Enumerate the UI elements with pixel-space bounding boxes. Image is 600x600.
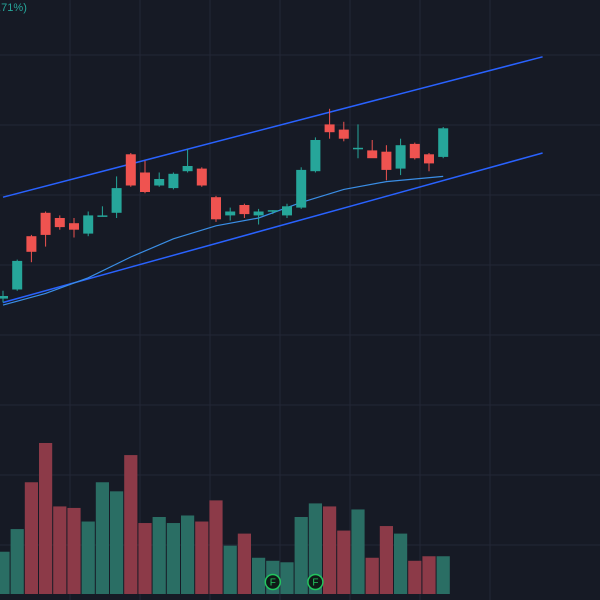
candle-body [225,211,236,216]
candle-body [0,296,8,299]
volume-bar [422,556,436,594]
volume-bar [209,500,223,594]
candles [0,108,449,303]
volume-bar [223,545,237,594]
candle-body [438,128,449,157]
candle-body [182,166,193,172]
candle-body [12,260,23,290]
candle-body [296,169,307,208]
volume-bar [138,523,152,594]
candle-body [409,143,420,159]
volume-bar [337,530,351,594]
moving-average-line [2,175,444,306]
candle-body [395,145,406,169]
volume-bar [53,506,67,594]
volume-bar [294,516,308,594]
volume-bar [152,516,166,594]
volume-bar [408,560,422,594]
candle-body [239,205,250,215]
candle-body [253,211,264,216]
candle-body [140,172,150,192]
candle-body [381,151,392,170]
candle-body [97,215,108,217]
candle-body [40,212,51,235]
candle-body [267,210,278,212]
volume-bar [252,557,266,594]
candle-body [310,140,321,172]
event-marker-label: F [270,578,276,589]
volume-bar [308,503,322,594]
volume-bar [39,443,53,594]
volume-bar [436,556,450,594]
candle-body [154,179,165,186]
candle-body [69,223,79,230]
candle-body [26,236,37,252]
volume-bar [323,506,337,594]
channel-upper-line [2,56,543,198]
volume-bar [237,533,251,594]
volume-bar [10,529,24,594]
event-marker-label: F [312,578,318,589]
volume-bar [124,455,138,594]
candle-body [83,215,94,234]
volume-bar [0,551,10,594]
candle-body [211,197,221,220]
change-percent-label: 5.71%) [0,2,27,14]
volume-bar [365,557,379,594]
candle-body [54,218,65,228]
volume-bar [195,521,209,594]
candle-body [367,150,378,159]
volume-bar [379,526,393,594]
candle-body [424,154,434,164]
volume-bar [166,523,180,594]
volume-bar [181,515,195,594]
candle-body [338,129,349,139]
channel-lines [2,56,543,304]
volume-bar [24,482,38,594]
volume-bar [351,509,365,594]
candle-body [168,173,179,189]
volume-bar [394,533,408,594]
candle-body [282,206,292,216]
event-marker [264,573,282,591]
channel-lower-line [2,152,543,304]
moving-average-path [2,175,444,306]
candle-body [353,147,363,150]
volume-bar [67,507,81,594]
candle-body [324,124,335,133]
volume-bar [95,482,109,594]
event-marker [307,573,324,591]
candle-body [125,154,136,186]
volume-bar [81,521,95,594]
candle-body [196,168,207,186]
volume-bar [110,491,124,594]
volume-bars [0,443,450,594]
volume-bar [280,562,294,594]
candle-body [111,188,122,213]
